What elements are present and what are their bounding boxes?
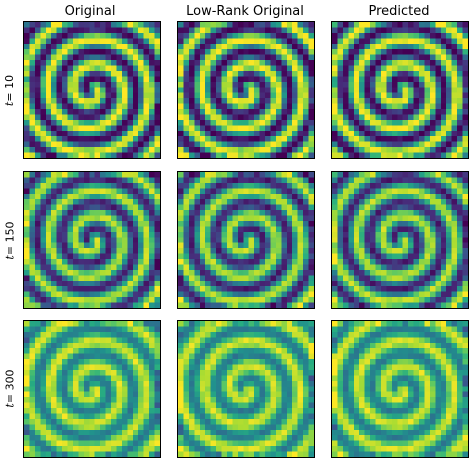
heatmap-canvas [24,172,160,308]
row-label-t-value: = 300 [3,368,17,403]
heatmap-panel-t10-predicted [331,21,469,159]
heatmap-canvas [332,172,468,308]
heatmap-panel-t150-original [23,171,161,309]
heatmap-canvas [178,172,314,308]
row-label-t-symbol: t [3,402,17,408]
heatmap-panel-t150-predicted [331,171,469,309]
column-title-low-rank-original: Low-Rank Original [186,4,304,19]
heatmap-panel-t300-predicted [331,320,469,458]
column-title-original: Original [64,4,116,19]
row-label-t-symbol: t [3,101,17,106]
heatmap-canvas [178,321,314,457]
heatmap-canvas [332,321,468,457]
heatmap-panel-t300-low-rank [177,320,315,458]
row-label-t-symbol: t [3,254,17,260]
row-label-t-value: = 150 [3,220,17,255]
heatmap-panel-t150-low-rank [177,171,315,309]
heatmap-canvas [178,22,314,158]
row-label-t300: t= 300 [2,318,18,458]
row-label-t-value: = 10 [3,74,17,102]
heatmap-panel-t10-original [23,21,161,159]
heatmap-canvas [24,321,160,457]
column-title-predicted: Predicted [368,4,430,19]
heatmap-panel-t10-low-rank [177,21,315,159]
heatmap-canvas [24,22,160,158]
row-label-t150: t= 150 [2,170,18,310]
heatmap-canvas [332,22,468,158]
heatmap-panel-t300-original [23,320,161,458]
row-label-t10: t= 10 [2,20,18,160]
